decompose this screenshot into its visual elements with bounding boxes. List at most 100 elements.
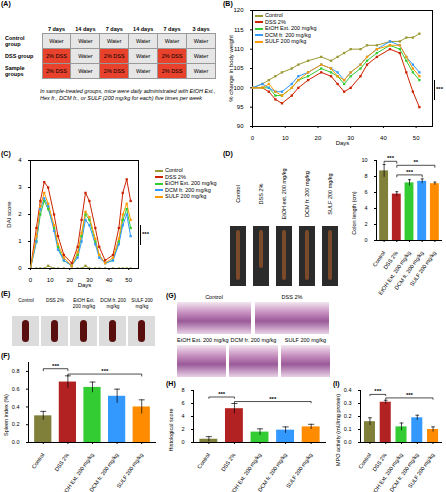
svg-text:Control: Control [357,452,372,470]
svg-text:DSS 2%: DSS 2% [371,451,388,473]
html-text:DSS 2%: DSS 2% [265,18,286,25]
svg-text:EtOH Ext. 200 mg/kg: EtOH Ext. 200 mg/kg [228,452,263,492]
svg-text:8: 8 [364,173,367,179]
svg-text:105: 105 [233,65,244,71]
svg-text:6: 6 [181,400,184,406]
svg-text:4: 4 [181,413,184,419]
svg-text:40: 40 [106,277,113,283]
svg-text:0: 0 [29,277,33,283]
svg-text:***: *** [406,392,414,398]
svg-text:DCM fr. 200 mg/kg: DCM fr. 200 mg/kg [257,452,288,492]
svg-text:SULF 200 mg/kg: SULF 200 mg/kg [285,452,314,489]
svg-text:0.1: 0.1 [344,426,352,432]
svg-text:0.4: 0.4 [12,404,20,410]
svg-text:0.8: 0.8 [12,368,20,374]
html-text:(C): (C) [1,150,11,157]
svg-text:SULF 200 mg/kg: SULF 200 mg/kg [407,452,436,489]
svg-text:2: 2 [18,211,22,217]
html-text:(H): (H) [166,380,176,387]
svg-text:0.0: 0.0 [12,439,20,445]
svg-text:Control: Control [30,452,45,470]
svg-text:4: 4 [18,157,22,163]
svg-text:6: 6 [364,189,367,195]
svg-text:4: 4 [364,205,367,211]
html-text:EtOH Ext. 200 mg/kg: EtOH Ext. 200 mg/kg [72,298,96,309]
svg-text:0.4: 0.4 [344,387,352,393]
svg-text:**: ** [414,159,419,165]
html-text:Sample groups: Sample groups [5,65,25,77]
svg-text:0.3: 0.3 [344,400,352,406]
svg-text:20: 20 [66,277,73,283]
svg-text:***: *** [406,169,414,175]
svg-text:***: *** [374,388,382,394]
svg-text:95: 95 [237,104,244,110]
svg-text:0.0: 0.0 [344,439,352,445]
svg-text:Control: Control [371,249,387,268]
svg-text:***: *** [52,363,60,369]
svg-text:8: 8 [181,387,184,393]
html-text:14 days: 14 days [133,25,154,32]
svg-text:30: 30 [86,276,93,283]
html-text:In sample-treated groups, mice: In sample-treated groups, mice were dail… [40,88,216,101]
html-text:DSS 2%: DSS 2% [165,173,186,180]
svg-text:DSS 2%: DSS 2% [220,452,237,473]
svg-text:DCM fr. 200 mg/kg: DCM fr. 200 mg/kg [393,249,425,291]
svg-text:0: 0 [181,439,184,445]
svg-text:2: 2 [181,426,184,432]
svg-text:0.2: 0.2 [12,421,20,427]
svg-text:110: 110 [234,46,244,52]
html-text:DCM fr. 200 mg/kg: DCM fr. 200 mg/kg [100,298,126,309]
svg-text:0.6: 0.6 [12,386,20,392]
svg-text:1: 1 [18,238,22,244]
svg-text:10: 10 [361,157,367,163]
svg-text:SULF 200 mg/kg: SULF 200 mg/kg [409,250,438,287]
html-text:(F): (F) [1,352,10,359]
svg-text:Control: Control [196,452,211,470]
svg-text:0.2: 0.2 [344,413,352,419]
svg-text:% change in body weight: % change in body weight [228,35,234,102]
html-text:DCM fr. 200 mg/kg: DCM fr. 200 mg/kg [265,31,311,38]
html-text:DCM fr. 200 mg/kg: DCM fr. 200 mg/kg [165,186,211,193]
svg-text:DSS 2%: DSS 2% [382,249,400,271]
svg-text:50: 50 [125,277,132,283]
html-text:14 days: 14 days [75,25,96,32]
svg-text:Days: Days [78,282,92,288]
svg-text:10: 10 [47,277,54,283]
svg-text:SULF 200 mg/kg: SULF 200 mg/kg [115,452,144,489]
html-text:7 days: 7 days [47,25,65,32]
svg-text:***: *** [387,155,395,161]
svg-text:DCM fr. 200 mg/kg: DCM fr. 200 mg/kg [388,452,419,492]
html-text:(B): (B) [223,0,233,7]
svg-text:DAI score: DAI score [6,201,12,228]
svg-text:0: 0 [251,135,255,141]
html-text:(A): (A) [1,0,11,7]
svg-text:EtOH Ext. 200 mg/kg: EtOH Ext. 200 mg/kg [369,452,404,492]
html-text:(E): (E) [1,290,11,297]
html-text:SULF 200 mg/kg: SULF 200 mg/kg [131,298,153,309]
svg-text:0: 0 [364,237,367,243]
svg-text:3: 3 [18,184,22,190]
svg-text:30: 30 [347,134,354,141]
svg-text:0: 0 [18,265,22,271]
svg-text:20: 20 [315,135,322,141]
svg-text:100: 100 [233,85,244,91]
svg-text:40: 40 [380,135,387,141]
html-text:7 days: 7 days [163,25,181,32]
svg-text:EtOH Ext. 200 mg/kg: EtOH Ext. 200 mg/kg [377,249,412,296]
svg-text:***: *** [218,391,226,397]
svg-text:***: *** [269,396,277,402]
svg-text:50: 50 [413,135,420,141]
svg-text:10: 10 [282,135,289,141]
html-text:Control group: Control group [5,35,25,47]
svg-text:Days: Days [336,140,350,146]
svg-text:2: 2 [364,221,367,227]
svg-text:120: 120 [233,7,244,13]
html-text:7 days: 7 days [105,25,123,32]
svg-text:115: 115 [234,27,244,33]
html-text:(I): (I) [333,380,340,387]
svg-text:90: 90 [237,123,244,129]
svg-text:***: *** [101,368,109,374]
html-text:(D): (D) [223,150,233,157]
svg-text:DSS 2%: DSS 2% [53,452,70,473]
html-text:3 days: 3 days [192,25,210,32]
